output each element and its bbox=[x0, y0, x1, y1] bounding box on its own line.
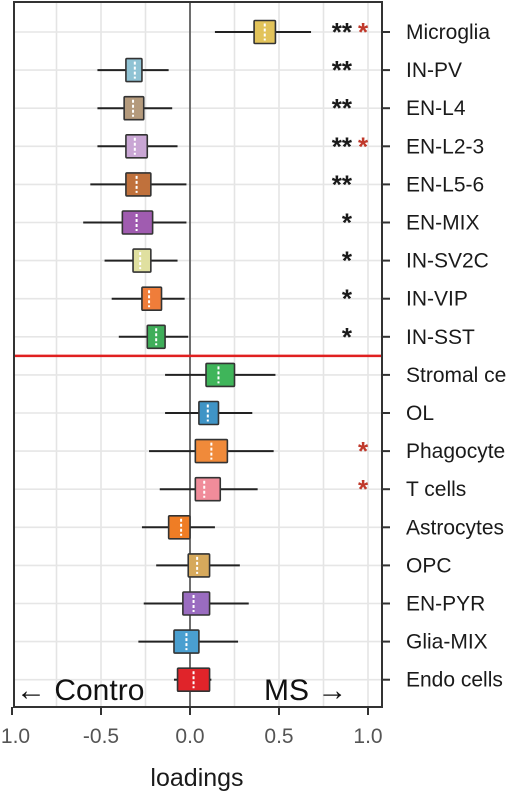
y-tick-label: OPC bbox=[406, 554, 452, 577]
box-astrocytes bbox=[141, 514, 215, 540]
significance-stars-black: ** bbox=[332, 93, 353, 123]
significance-stars-black: * bbox=[342, 246, 353, 276]
box-body bbox=[205, 362, 236, 388]
significance-star-red: * bbox=[358, 17, 369, 47]
box-en-l5-6 bbox=[90, 172, 187, 197]
significance-stars-black: ** bbox=[332, 131, 353, 161]
box-body bbox=[194, 438, 229, 464]
box-en-pyr bbox=[143, 591, 249, 616]
box-body bbox=[194, 476, 222, 502]
boxplot-series bbox=[83, 19, 312, 693]
box-in-sv2c bbox=[104, 248, 178, 273]
box-body bbox=[187, 553, 211, 578]
box-in-pv bbox=[97, 57, 169, 83]
box-en-l4 bbox=[97, 95, 173, 121]
y-tick-label: EN-L4 bbox=[406, 97, 466, 120]
x-tick-label: 0.0 bbox=[175, 725, 204, 748]
y-tick-label: Phagocyte bbox=[406, 440, 505, 463]
significance-stars-black: * bbox=[342, 208, 353, 238]
box-body bbox=[176, 667, 211, 693]
box-body bbox=[253, 19, 277, 45]
box-in-vip bbox=[111, 286, 185, 312]
significance-stars-black: ** bbox=[332, 17, 353, 47]
significance-stars: ** ******* ********* bbox=[332, 17, 369, 504]
direction-label-ms: MS → bbox=[264, 674, 347, 707]
y-tick-label: EN-MIX bbox=[406, 212, 480, 235]
y-tick-label: IN-VIP bbox=[406, 288, 468, 311]
y-tick-label: IN-SV2C bbox=[406, 250, 489, 273]
y-tick-label: Stromal ce bbox=[406, 364, 506, 387]
box-phagocyte bbox=[149, 438, 274, 464]
significance-star-red: * bbox=[358, 474, 369, 504]
box-microglia bbox=[214, 19, 312, 45]
box-body bbox=[173, 629, 200, 654]
significance-stars-black: * bbox=[342, 284, 353, 314]
box-body bbox=[125, 134, 149, 159]
direction-label-control: ← Contro bbox=[16, 674, 144, 707]
y-tick-label: T cells bbox=[406, 478, 466, 501]
box-body bbox=[198, 400, 220, 426]
y-tick-label: EN-PYR bbox=[406, 593, 485, 616]
x-tick-label: -1.0 bbox=[0, 725, 30, 748]
significance-star-red: * bbox=[358, 436, 369, 466]
box-body bbox=[132, 248, 152, 273]
x-tick-label: 1.0 bbox=[353, 725, 382, 748]
x-axis-title: loadings bbox=[150, 764, 243, 792]
y-tick-label: Glia-MIX bbox=[406, 631, 488, 654]
box-body bbox=[146, 324, 166, 350]
significance-stars-black: * bbox=[342, 322, 353, 352]
box-body bbox=[125, 172, 152, 197]
box-body bbox=[123, 95, 145, 121]
box-en-mix bbox=[83, 210, 187, 235]
box-body bbox=[167, 514, 191, 540]
significance-stars-black: ** bbox=[332, 169, 353, 199]
significance-star-red: * bbox=[358, 131, 369, 161]
y-axis-category-labels: Microglia IN-PV EN-L4 EN-L2-3 EN-L5-6 EN-MIX I… bbox=[382, 21, 506, 692]
box-endo-cells bbox=[173, 667, 212, 693]
x-axis-ticks: -1.0 -0.5 0.0 0.5 1.0 bbox=[0, 707, 383, 748]
box-stromal-ce bbox=[165, 362, 276, 388]
box-ol bbox=[165, 400, 253, 426]
box-body bbox=[125, 57, 143, 83]
y-tick-label: Microglia bbox=[406, 21, 490, 44]
y-tick-label: Endo cells bbox=[406, 669, 503, 692]
y-tick-label: EN-L2-3 bbox=[406, 135, 484, 158]
box-opc bbox=[156, 553, 240, 578]
box-body bbox=[121, 210, 154, 235]
x-tick-label: -0.5 bbox=[83, 725, 119, 748]
y-tick-label: IN-PV bbox=[406, 59, 462, 82]
y-tick-label: OL bbox=[406, 402, 434, 425]
plot-border bbox=[13, 1, 383, 708]
box-body bbox=[182, 591, 211, 616]
x-tick-label: 0.5 bbox=[264, 725, 293, 748]
significance-stars-black: ** bbox=[332, 55, 353, 85]
y-tick-label: EN-L5-6 bbox=[406, 173, 484, 196]
box-in-sst bbox=[118, 324, 189, 350]
plot-panel bbox=[14, 2, 382, 707]
box-body bbox=[141, 286, 163, 312]
y-tick-label: IN-SST bbox=[406, 326, 475, 349]
box-glia-mix bbox=[138, 629, 239, 654]
box-t-cells bbox=[159, 476, 258, 502]
y-tick-label: Astrocytes bbox=[406, 516, 504, 539]
box-en-l2-3 bbox=[97, 134, 178, 159]
